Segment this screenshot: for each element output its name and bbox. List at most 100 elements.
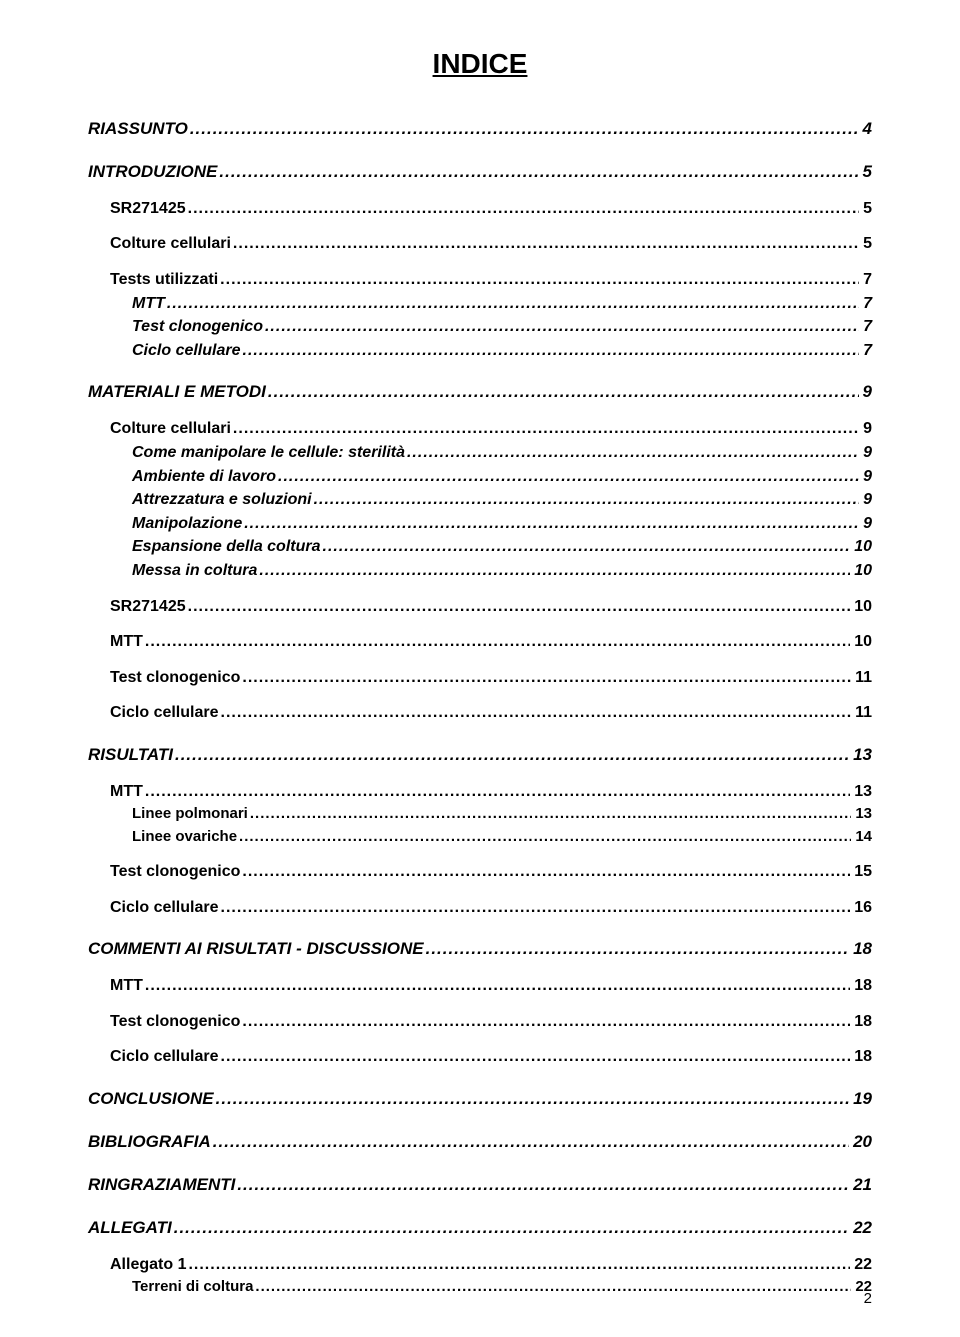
toc-entry-page: 18: [850, 1011, 872, 1033]
toc-entry-label: INTRODUZIONE: [88, 161, 217, 184]
toc-entry: INTRODUZIONE 5: [88, 161, 872, 184]
toc-entry-page: 10: [850, 596, 872, 618]
toc-leader-dots: [257, 560, 850, 582]
toc-leader-dots: [219, 702, 852, 724]
toc-leader-dots: [266, 381, 859, 404]
toc-entry-page: 9: [859, 466, 872, 488]
toc-entry-page: 9: [859, 442, 872, 464]
toc-leader-dots: [186, 198, 859, 220]
toc-entry-page: 16: [850, 897, 872, 919]
toc-entry: MTT7: [88, 293, 872, 315]
toc-entry-page: 4: [859, 118, 872, 141]
toc-leader-dots: [188, 118, 859, 141]
toc-leader-dots: [231, 233, 859, 255]
toc-entry-page: 18: [849, 938, 872, 961]
toc-entry-label: Colture cellulari: [110, 233, 231, 255]
toc-entry-label: MTT: [110, 975, 143, 997]
toc-entry-page: 10: [850, 631, 872, 653]
toc-entry-label: Test clonogenico: [110, 667, 240, 689]
toc-leader-dots: [235, 1174, 849, 1197]
toc-leader-dots: [242, 513, 859, 535]
toc-entry-page: 13: [849, 744, 872, 767]
toc-leader-dots: [165, 293, 859, 315]
toc-entry: Manipolazione 9: [88, 513, 872, 535]
toc-entry-label: Colture cellulari: [110, 418, 231, 440]
toc-leader-dots: [231, 418, 859, 440]
toc-entry-label: MTT: [132, 293, 165, 315]
toc-entry-label: Messa in coltura: [132, 560, 257, 582]
toc-entry: Colture cellulari5: [88, 233, 872, 255]
toc-entry: RISULTATI 13: [88, 744, 872, 767]
toc-entry: Test clonogenico15: [88, 861, 872, 883]
toc-leader-dots: [263, 316, 859, 338]
toc-entry-label: Linee polmonari: [132, 804, 248, 824]
toc-entry: COMMENTI AI RISULTATI - DISCUSSIONE 18: [88, 938, 872, 961]
table-of-contents: RIASSUNTO 4 INTRODUZIONE 5 SR271425 5 Colture …: [88, 118, 872, 1297]
toc-entry-label: RIASSUNTO: [88, 118, 188, 141]
toc-leader-dots: [214, 1088, 849, 1111]
toc-entry: Colture cellulari9: [88, 418, 872, 440]
toc-entry: MTT 10: [88, 631, 872, 653]
toc-entry-page: 11: [851, 667, 872, 689]
toc-entry-page: 5: [859, 161, 872, 184]
toc-entry: Terreni di coltura22: [88, 1277, 872, 1297]
toc-entry-page: 22: [849, 1217, 872, 1240]
toc-leader-dots: [276, 466, 859, 488]
toc-leader-dots: [240, 667, 851, 689]
toc-entry-label: Attrezzatura e soluzioni: [132, 489, 312, 511]
toc-leader-dots: [218, 269, 859, 291]
toc-leader-dots: [241, 340, 860, 362]
toc-entry-page: 18: [850, 1046, 872, 1068]
toc-entry-page: 20: [849, 1131, 872, 1154]
toc-entry-page: 13: [850, 781, 872, 803]
toc-leader-dots: [321, 536, 851, 558]
toc-entry-label: Linee ovariche: [132, 827, 237, 847]
toc-entry-label: SR271425: [110, 596, 186, 618]
toc-entry-page: 7: [859, 340, 872, 362]
toc-entry: RINGRAZIAMENTI 21: [88, 1174, 872, 1197]
toc-entry: Messa in coltura 10: [88, 560, 872, 582]
toc-leader-dots: [143, 781, 850, 803]
toc-entry-page: 10: [850, 560, 872, 582]
toc-entry-label: MTT: [110, 631, 143, 653]
toc-entry: Ciclo cellulare16: [88, 897, 872, 919]
toc-entry-page: 14: [851, 827, 872, 847]
toc-entry: MTT18: [88, 975, 872, 997]
toc-leader-dots: [211, 1131, 849, 1154]
toc-entry-page: 9: [859, 489, 872, 511]
toc-entry: Test clonogenico7: [88, 316, 872, 338]
toc-leader-dots: [312, 489, 860, 511]
toc-entry-page: 21: [849, 1174, 872, 1197]
toc-entry-label: BIBLIOGRAFIA: [88, 1131, 211, 1154]
toc-entry-label: Terreni di coltura: [132, 1277, 253, 1297]
toc-leader-dots: [143, 631, 850, 653]
toc-leader-dots: [405, 442, 859, 464]
toc-entry-label: Ciclo cellulare: [132, 340, 241, 362]
toc-leader-dots: [219, 1046, 851, 1068]
toc-entry-label: COMMENTI AI RISULTATI - DISCUSSIONE: [88, 938, 424, 961]
toc-entry-label: ALLEGATI: [88, 1217, 172, 1240]
toc-entry-label: RINGRAZIAMENTI: [88, 1174, 235, 1197]
toc-entry: Ciclo cellulare11: [88, 702, 872, 724]
toc-entry-label: Manipolazione: [132, 513, 242, 535]
toc-entry-page: 7: [859, 269, 872, 291]
toc-entry-label: MATERIALI E METODI: [88, 381, 266, 404]
toc-entry-page: 10: [850, 536, 872, 558]
toc-leader-dots: [248, 804, 851, 824]
toc-leader-dots: [186, 596, 851, 618]
toc-entry: MTT13: [88, 781, 872, 803]
toc-entry-label: Test clonogenico: [110, 861, 240, 883]
toc-entry-label: Ambiente di lavoro: [132, 466, 276, 488]
toc-entry-page: 9: [859, 381, 872, 404]
toc-leader-dots: [237, 827, 851, 847]
document-title: INDICE: [88, 48, 872, 80]
toc-entry-page: 5: [859, 198, 872, 220]
toc-entry: RIASSUNTO 4: [88, 118, 872, 141]
toc-entry: ALLEGATI 22: [88, 1217, 872, 1240]
toc-entry: Allegato 122: [88, 1254, 872, 1276]
toc-entry: Test clonogenico 11: [88, 667, 872, 689]
toc-entry-label: RISULTATI: [88, 744, 173, 767]
toc-entry-label: Come manipolare le cellule: sterilità: [132, 442, 405, 464]
toc-entry: MATERIALI E METODI 9: [88, 381, 872, 404]
toc-entry-page: 9: [859, 513, 872, 535]
